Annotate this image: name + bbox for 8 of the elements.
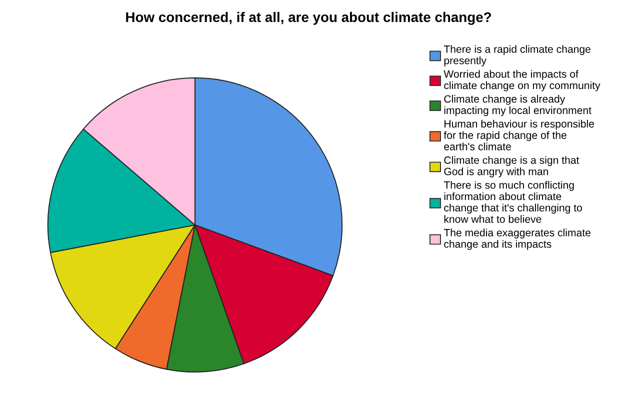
legend-label: Climate change is a sign that God is angry with man — [444, 156, 580, 178]
legend-label: There is a rapid climate change presently — [444, 45, 590, 66]
chart-title: How concerned, if at all, are you about climate change? — [126, 12, 492, 25]
legend-label: Human behaviour is responsible for the rapid change of the earth's climate — [444, 120, 594, 150]
legend-label: Climate change is already impacting my local environment — [444, 94, 592, 116]
legend-label: The media exaggerates climate change and its impacts — [444, 228, 590, 250]
legend-label: There is so much conflicting information about climate change that it's challenging to know what to believe — [444, 181, 582, 223]
legend-label: Worried about the impacts of climate change on my community — [444, 70, 600, 92]
